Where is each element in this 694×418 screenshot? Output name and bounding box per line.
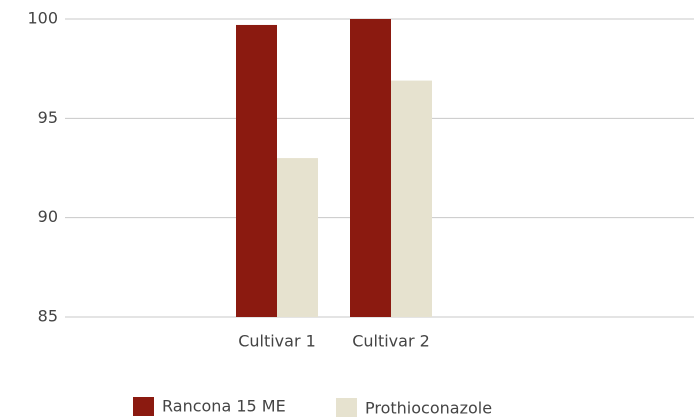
bar	[350, 19, 391, 317]
legend-swatch	[336, 398, 357, 417]
bar	[391, 80, 432, 317]
bar	[236, 24, 277, 318]
y-tick-label: 100	[27, 9, 58, 28]
y-tick-label: 90	[38, 207, 58, 226]
y-tick-label: 85	[38, 307, 58, 326]
x-tick-label: Cultivar 1	[238, 332, 316, 351]
y-tick-label: 95	[38, 108, 58, 127]
legend-label: Rancona 15 ME	[162, 397, 286, 416]
x-tick-label: Cultivar 2	[352, 332, 430, 351]
legend-label: Prothioconazole	[365, 399, 492, 418]
bar	[277, 158, 318, 317]
legend-swatch	[133, 397, 154, 416]
